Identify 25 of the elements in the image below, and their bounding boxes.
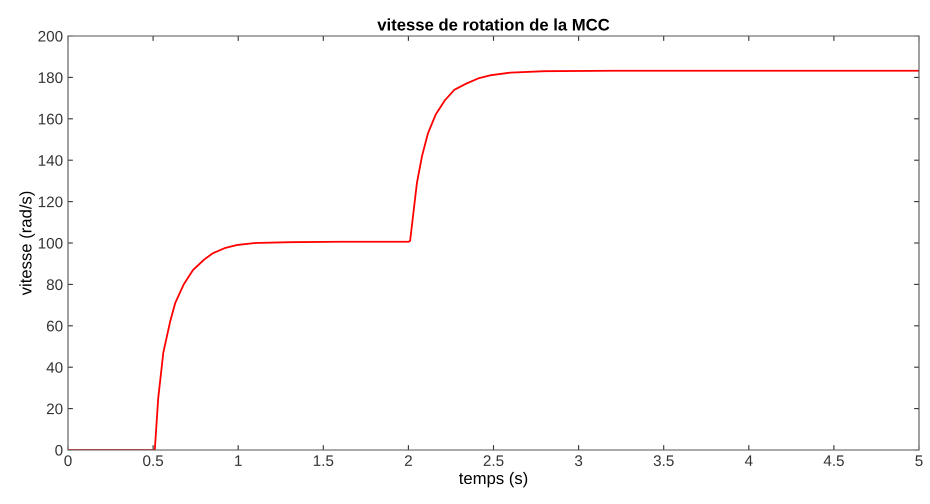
- chart-title: vitesse de rotation de la MCC: [377, 18, 610, 31]
- y-tick-label: 60: [46, 320, 63, 332]
- y-axis-title: vitesse (rad/s): [19, 192, 35, 296]
- x-tick-label: 4: [744, 455, 753, 466]
- y-tick-label: 140: [38, 155, 63, 166]
- x-tick-label: 0.5: [143, 455, 164, 466]
- x-tick-label: 4.5: [824, 455, 844, 466]
- x-tick-label: 2.5: [484, 455, 504, 466]
- x-tick-label: 3.5: [654, 455, 674, 466]
- x-tick-label: 1.5: [314, 455, 334, 466]
- x-tick-label: 2: [404, 455, 412, 466]
- y-tick-label: 80: [46, 279, 63, 290]
- x-tick-label: 1: [235, 455, 242, 466]
- y-tick-label: 100: [38, 238, 63, 249]
- y-tick-label: 40: [46, 362, 63, 373]
- y-tick-label: 180: [38, 72, 63, 84]
- y-tick-label: 20: [46, 403, 63, 414]
- x-tick-label: 3: [574, 455, 582, 466]
- x-tick-label: 5: [915, 455, 923, 466]
- y-tick-label: 200: [38, 30, 63, 42]
- y-tick-label: 160: [38, 114, 63, 124]
- x-axis-title: temps (s): [459, 472, 528, 488]
- x-tick-label: 0: [64, 455, 72, 466]
- y-tick-label: 120: [38, 196, 63, 208]
- y-tick-label: 0: [55, 444, 63, 456]
